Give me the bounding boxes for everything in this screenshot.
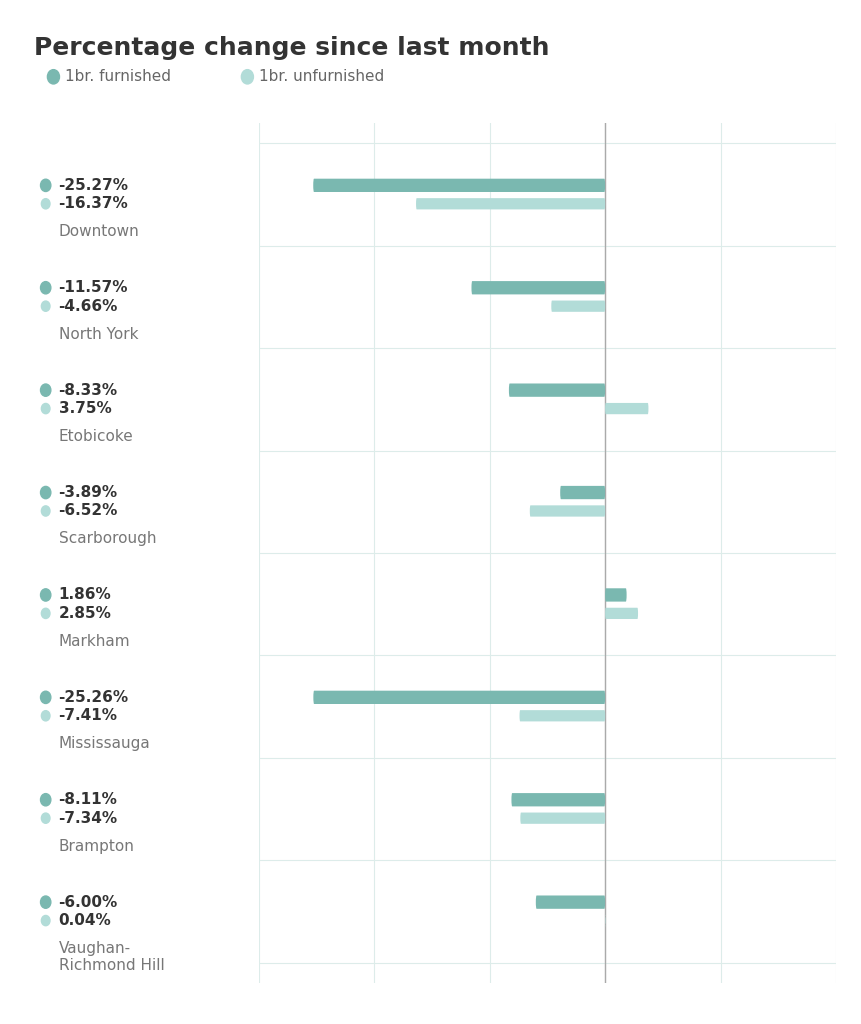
FancyBboxPatch shape [511, 793, 604, 807]
Text: Vaughan-
Richmond Hill: Vaughan- Richmond Hill [59, 941, 164, 974]
Text: Markham: Markham [59, 634, 130, 649]
FancyBboxPatch shape [604, 588, 626, 602]
Text: 1br. furnished: 1br. furnished [65, 70, 170, 84]
Text: -7.34%: -7.34% [59, 811, 118, 825]
Text: -11.57%: -11.57% [59, 281, 128, 295]
FancyBboxPatch shape [604, 402, 647, 415]
Text: -3.89%: -3.89% [59, 485, 118, 500]
Text: -25.27%: -25.27% [59, 178, 128, 193]
Text: North York: North York [59, 327, 138, 342]
Text: Etobicoke: Etobicoke [59, 429, 133, 444]
FancyBboxPatch shape [520, 813, 604, 823]
Text: -7.41%: -7.41% [59, 709, 117, 723]
Text: Downtown: Downtown [59, 224, 139, 240]
Text: 1.86%: 1.86% [59, 588, 111, 602]
FancyBboxPatch shape [551, 301, 604, 311]
Text: Brampton: Brampton [59, 839, 134, 854]
FancyBboxPatch shape [604, 608, 637, 618]
FancyBboxPatch shape [313, 691, 604, 705]
Text: -8.11%: -8.11% [59, 793, 117, 807]
FancyBboxPatch shape [508, 384, 604, 397]
Text: -6.52%: -6.52% [59, 504, 118, 518]
Text: 1br. unfurnished: 1br. unfurnished [258, 70, 383, 84]
Text: Scarborough: Scarborough [59, 531, 156, 547]
FancyBboxPatch shape [416, 199, 604, 210]
FancyBboxPatch shape [313, 179, 604, 193]
FancyBboxPatch shape [530, 506, 604, 517]
Text: -25.26%: -25.26% [59, 690, 128, 705]
Text: -16.37%: -16.37% [59, 197, 128, 211]
Text: -4.66%: -4.66% [59, 299, 118, 313]
Text: Mississauga: Mississauga [59, 736, 150, 752]
FancyBboxPatch shape [471, 282, 604, 295]
FancyBboxPatch shape [560, 486, 604, 500]
Text: -8.33%: -8.33% [59, 383, 118, 397]
Text: -6.00%: -6.00% [59, 895, 118, 909]
FancyBboxPatch shape [519, 711, 604, 721]
Text: Percentage change since last month: Percentage change since last month [34, 36, 549, 59]
FancyBboxPatch shape [536, 895, 604, 909]
Text: 3.75%: 3.75% [59, 401, 111, 416]
Text: 0.04%: 0.04% [59, 913, 111, 928]
Text: 2.85%: 2.85% [59, 606, 111, 621]
